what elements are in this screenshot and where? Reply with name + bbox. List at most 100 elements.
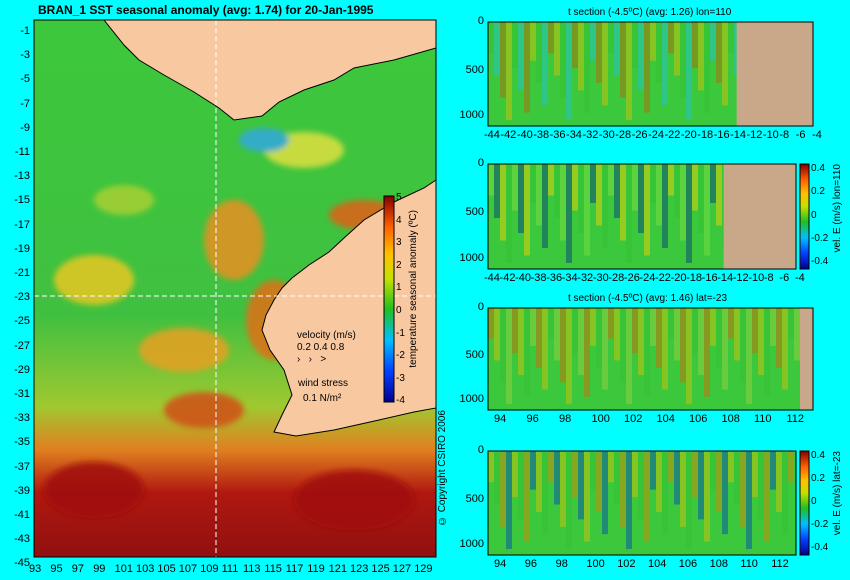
section-x-tick: -14 (730, 129, 746, 141)
colorbar-tick-label: -3 (396, 372, 405, 384)
section-colorbar-label: vel. E (m/s) lon=110 (832, 164, 843, 253)
section-x-tick: -26 (631, 129, 648, 141)
lon-tick-label: 117 (285, 563, 304, 575)
section-x-tick: -30 (592, 272, 609, 284)
lon-tick-label: 103 (136, 563, 155, 575)
wind-legend-title: wind stress (298, 378, 349, 389)
lat-tick-label: -45 (14, 557, 30, 570)
section-x-tick: -36 (549, 129, 566, 141)
section-title: t section (-4.5ºC) (avg: 1.46) lat=-23 (568, 293, 727, 304)
land-mask (800, 308, 813, 410)
section-x-tick: -16 (701, 272, 718, 284)
lat-tick-label: -21 (14, 267, 30, 279)
colorbar-tick-label: -1 (396, 327, 405, 339)
section-title: t section (-4.5ºC) (avg: 1.26) lon=110 (568, 7, 732, 18)
section-x-tick: 112 (786, 413, 805, 425)
section-x-tick: -44 (484, 272, 500, 284)
section-colorbar (799, 163, 810, 270)
section-x-tick: -14 (717, 272, 734, 284)
lon-tick-label: 113 (243, 563, 261, 575)
section-x-tick: -28 (608, 272, 625, 284)
colorbar-tick-label: 5 (396, 192, 402, 203)
copyright: © Copyright CSIRO 2006 (437, 410, 448, 527)
lat-tick-label: -7 (20, 97, 30, 110)
section-x-tick: -12 (732, 272, 749, 284)
lat-tick-label: -9 (20, 121, 30, 134)
lat-tick-label: -5 (20, 73, 30, 86)
section-x-tick: 110 (740, 558, 758, 570)
lat-tick-label: -17 (14, 218, 30, 231)
section-colorbar-tick: -0.4 (811, 542, 829, 553)
section-x-tick: 110 (754, 413, 772, 425)
section-y-tick: 1000 (459, 251, 484, 264)
section-x-tick: -8 (763, 272, 774, 284)
anomaly-patches (44, 128, 414, 530)
section-x-tick: -24 (648, 129, 664, 141)
section-x-tick: -28 (615, 129, 632, 141)
lat-tick-label: -35 (14, 436, 30, 449)
section-y-tick: 1000 (459, 108, 484, 121)
section-x-tick: -42 (499, 272, 516, 284)
section-y-tick: 1000 (459, 537, 484, 550)
lon-tick-label: 97 (71, 563, 85, 575)
section-y-tick: 500 (465, 492, 484, 505)
lat-tick-label: -37 (14, 460, 30, 473)
section-y-tick: 0 (477, 15, 484, 27)
colorbar-tick-label: 2 (396, 259, 402, 271)
wind-legend-value: 0.1 N/m² (303, 393, 342, 404)
lat-tick-label: -41 (14, 509, 30, 521)
lon-tick-label: 129 (414, 563, 433, 575)
section-y-tick: 0 (477, 444, 484, 456)
section-x-tick: 94 (494, 558, 507, 570)
lat-tick-label: -25 (14, 315, 30, 328)
lat-tick-label: -31 (14, 388, 30, 400)
lat-tick-label: -15 (14, 194, 30, 207)
section-y-tick: 0 (477, 157, 484, 169)
section-x-tick: -10 (748, 272, 765, 284)
colorbar-tick-label: 3 (396, 237, 402, 249)
section-x-tick: -8 (779, 129, 790, 141)
section-colorbar-tick: 0.4 (811, 450, 825, 461)
lon-tick-label: 123 (350, 563, 369, 575)
map-title: BRAN_1 SST seasonal anomaly (avg: 1.74) … (38, 3, 374, 17)
colorbar-tick-label: -2 (396, 350, 405, 362)
section-x-tick: 96 (526, 413, 539, 425)
section-x-tick: -36 (546, 272, 563, 284)
section-x-tick: 98 (559, 413, 572, 425)
lon-tick-label: 121 (328, 563, 347, 575)
section-x-tick: -18 (686, 272, 703, 284)
section-y-tick: 500 (465, 63, 484, 76)
velocity-legend-title: velocity (m/s) (297, 330, 356, 341)
lon-tick-label: 93 (29, 563, 42, 575)
section-colorbar-tick: -0.2 (811, 519, 829, 530)
section-x-tick: -32 (582, 129, 599, 141)
lon-tick-label: 115 (264, 563, 282, 575)
section-plot (487, 307, 814, 411)
section-x-tick: 98 (555, 558, 568, 570)
section-x-tick: -16 (713, 129, 730, 141)
colorbar-tick-label: -4 (396, 395, 405, 407)
lat-tick-label: -43 (14, 533, 30, 546)
section-colorbar (799, 450, 810, 556)
section-x-tick: -20 (670, 272, 687, 284)
colorbar-label: temperature seasonal anomaly (ºC) (408, 210, 419, 368)
section-x-tick: -10 (762, 129, 779, 141)
section-x-tick: -44 (484, 129, 500, 141)
section-colorbar-tick: 0.2 (811, 186, 825, 198)
section-x-tick: -22 (664, 129, 681, 141)
lon-tick-label: 95 (50, 563, 63, 575)
section-plot (487, 21, 814, 127)
colorbar-tick-label: 4 (396, 214, 402, 226)
lon-tick-label: 109 (200, 563, 219, 575)
section-x-tick: 100 (591, 413, 610, 425)
sst-map (33, 19, 437, 558)
lon-tick-label: 119 (307, 563, 325, 575)
section-colorbar-tick: -0.4 (811, 256, 829, 267)
section-plot (487, 163, 797, 270)
section-x-tick: -42 (500, 129, 517, 141)
section-x-tick: 102 (617, 558, 636, 570)
lon-tick-label: 101 (114, 563, 133, 575)
section-x-tick: -38 (533, 129, 550, 141)
velocity-legend-arrows: › › > (297, 354, 327, 365)
section-x-tick: -24 (639, 272, 656, 284)
